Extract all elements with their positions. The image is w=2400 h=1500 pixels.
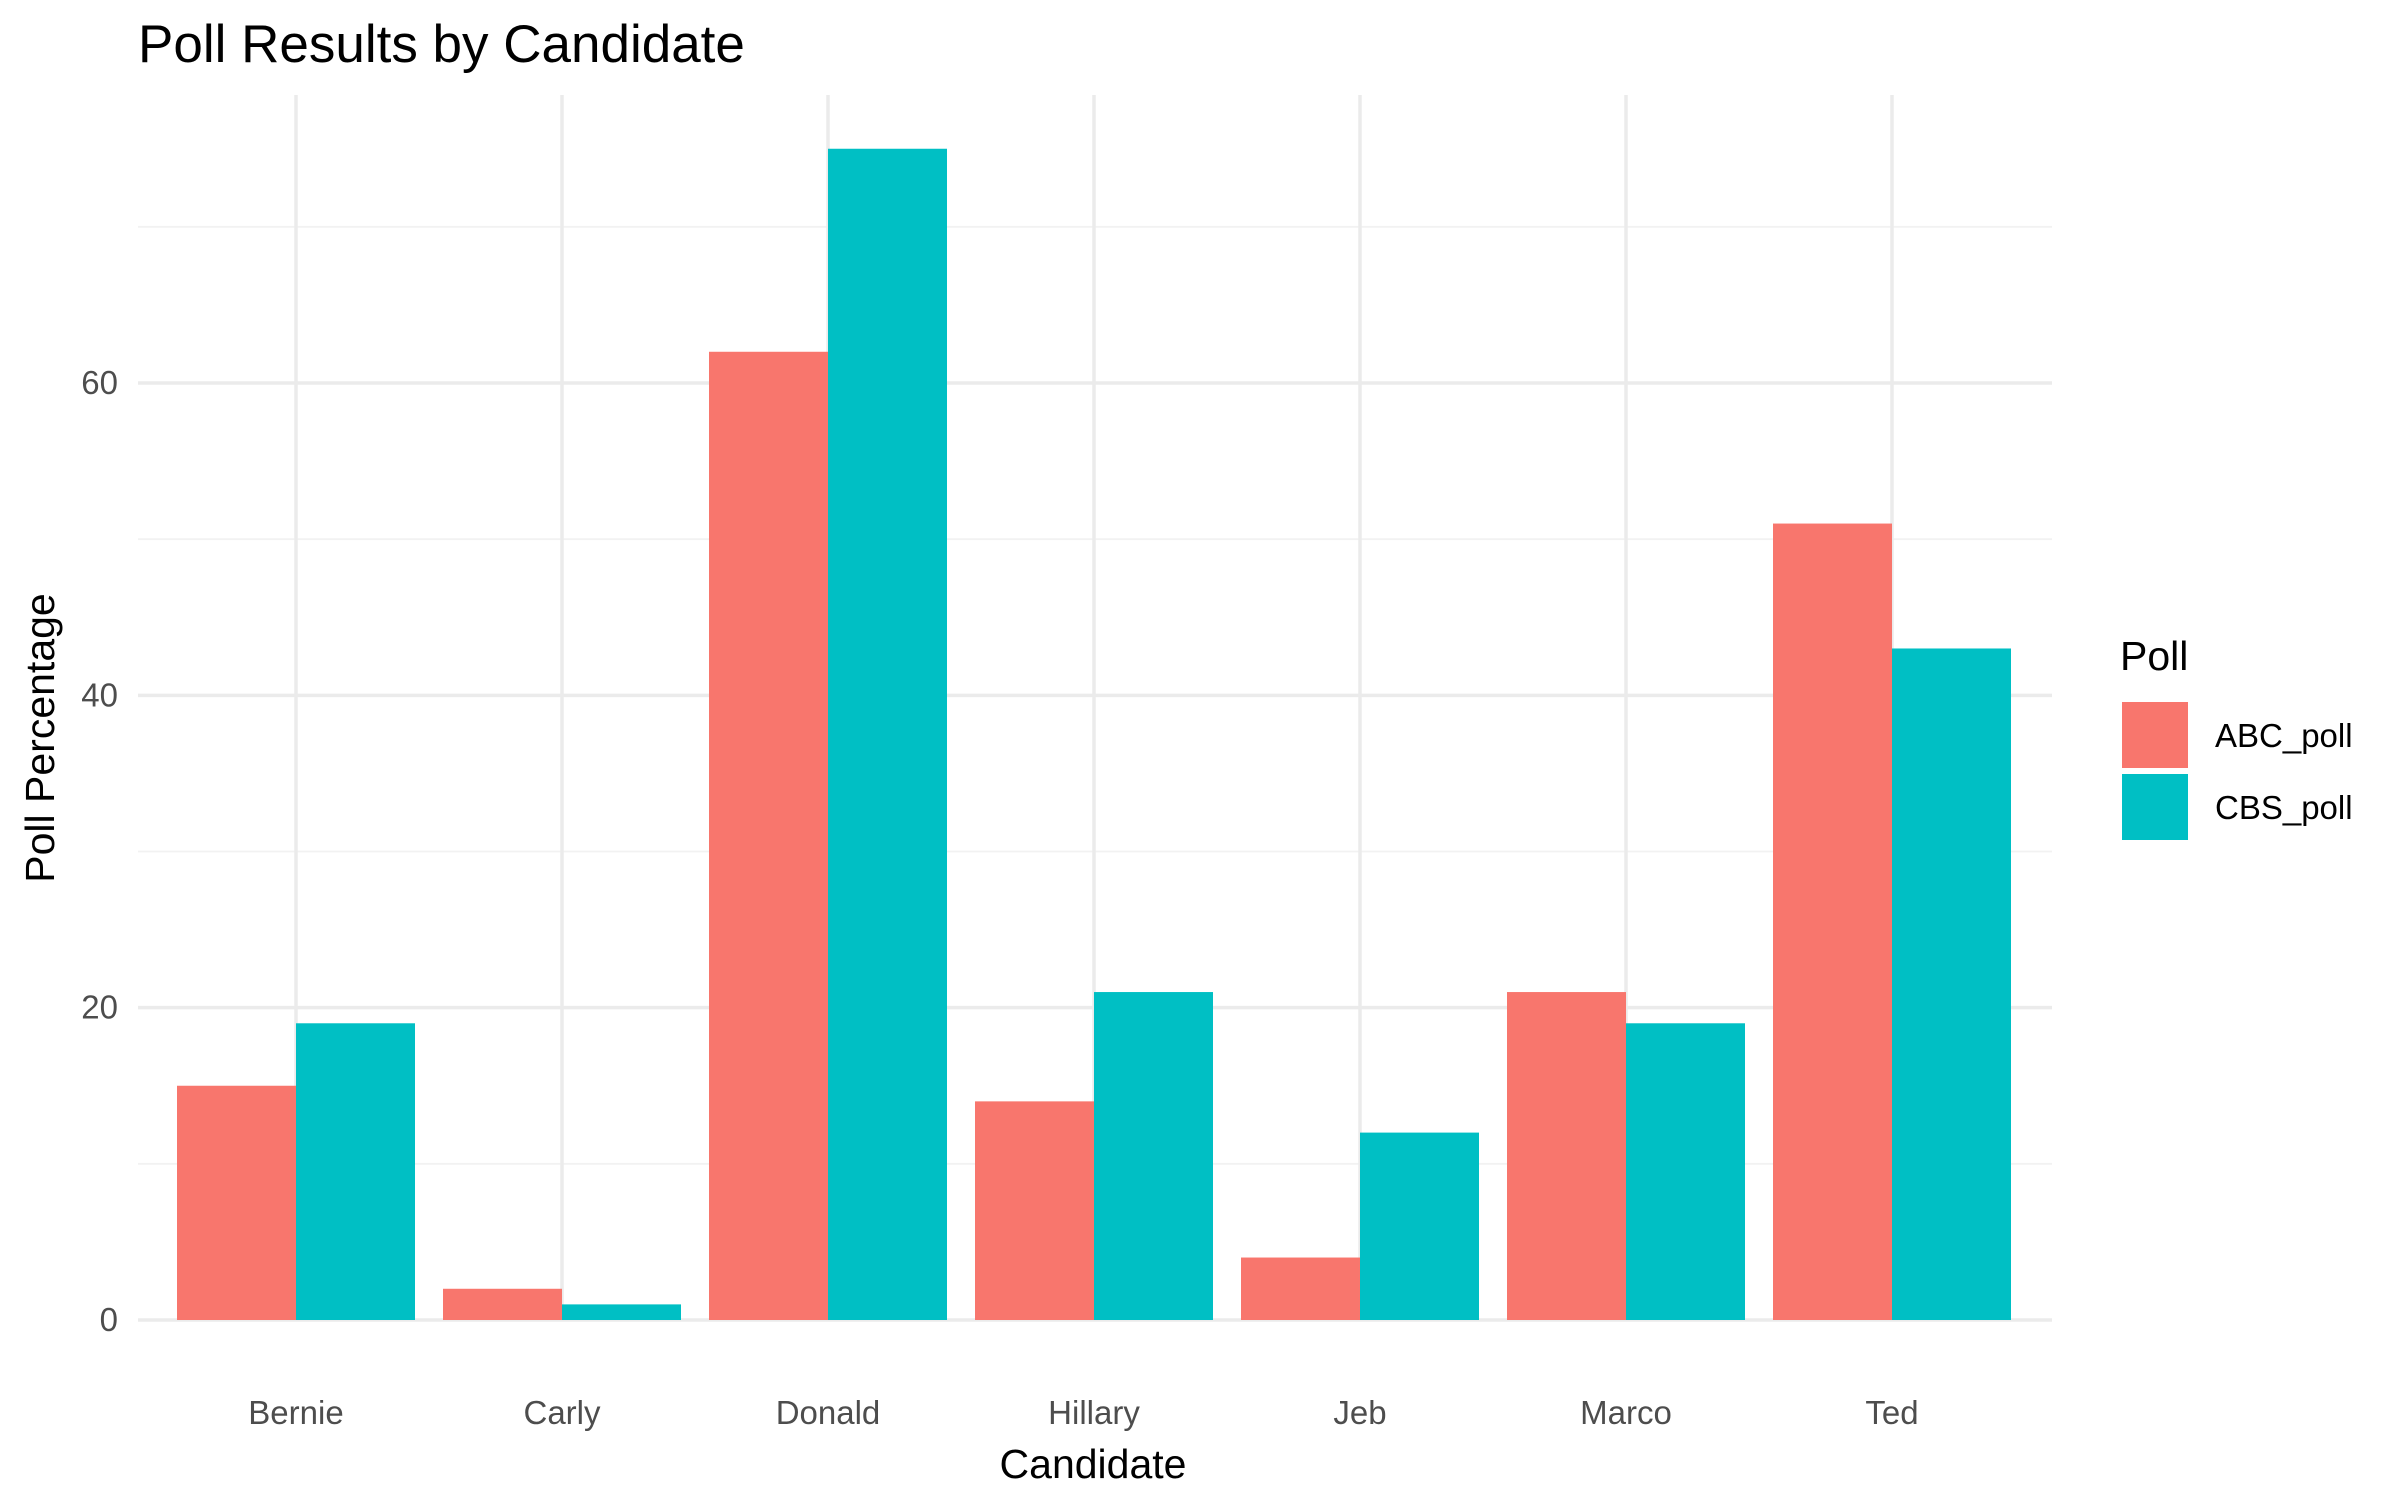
x-tick-label: Hillary (1048, 1394, 1140, 1431)
x-axis-ticks: Bernie Carly Donald Hillary Jeb Marco Ted (248, 1394, 1918, 1431)
y-tick-label: 0 (100, 1301, 118, 1338)
bar-abc-poll-ted (1773, 523, 1892, 1320)
bar-abc-poll-marco (1507, 992, 1626, 1320)
y-axis-ticks: 0 20 40 60 (81, 364, 118, 1338)
legend-title: Poll (2120, 633, 2188, 679)
bar-cbs-poll-marco (1626, 1023, 1745, 1320)
bar-abc-poll-carly (443, 1288, 562, 1320)
x-tick-label: Jeb (1333, 1394, 1386, 1431)
x-tick-label: Bernie (248, 1394, 343, 1431)
y-axis-title: Poll Percentage (17, 593, 63, 882)
x-tick-label: Carly (523, 1394, 601, 1431)
y-tick-label: 60 (81, 364, 118, 401)
bars (177, 148, 2011, 1320)
legend-key-abc-poll (2122, 702, 2188, 768)
y-tick-label: 40 (81, 676, 118, 713)
chart-title: Poll Results by Candidate (138, 15, 745, 74)
x-tick-label: Ted (1865, 1394, 1918, 1431)
legend-items: ABC_poll CBS_poll (2122, 702, 2353, 840)
bar-abc-poll-bernie (177, 1085, 296, 1320)
bar-abc-poll-hillary (975, 1101, 1094, 1320)
bar-abc-poll-donald (709, 351, 828, 1320)
legend-label: CBS_poll (2215, 789, 2353, 826)
bar-cbs-poll-ted (1892, 648, 2011, 1320)
bar-abc-poll-jeb (1241, 1257, 1360, 1320)
legend-key-cbs-poll (2122, 774, 2188, 840)
y-tick-label: 20 (81, 989, 118, 1026)
bar-cbs-poll-jeb (1360, 1132, 1479, 1320)
x-tick-label: Marco (1580, 1394, 1672, 1431)
x-tick-label: Donald (776, 1394, 881, 1431)
bar-cbs-poll-hillary (1094, 992, 1213, 1320)
legend: Poll ABC_poll CBS_poll (2120, 633, 2353, 840)
legend-label: ABC_poll (2215, 717, 2353, 754)
bar-cbs-poll-bernie (296, 1023, 415, 1320)
x-axis-title: Candidate (1000, 1441, 1187, 1487)
bar-cbs-poll-carly (562, 1304, 681, 1320)
bar-cbs-poll-donald (828, 148, 947, 1320)
